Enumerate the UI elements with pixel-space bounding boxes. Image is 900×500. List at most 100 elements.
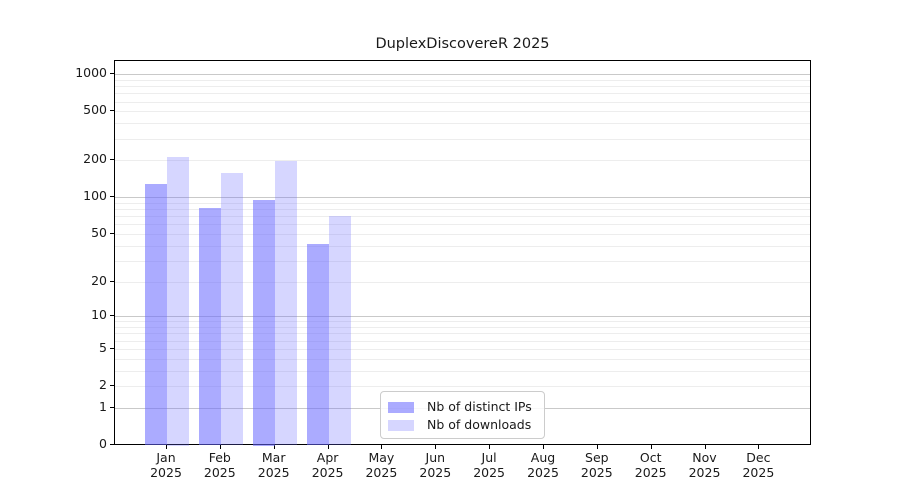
chart-title: DuplexDiscovereR 2025 (375, 36, 550, 52)
x-tick-label-jun: Jun 2025 (419, 450, 451, 480)
gridline-minor (115, 202, 810, 204)
y-tick-mark (110, 196, 114, 198)
gridline-minor (115, 138, 810, 140)
gridline-major (115, 316, 810, 318)
gridline-minor (115, 333, 810, 335)
gridline-major (115, 74, 810, 76)
gridline-minor (115, 260, 810, 262)
year-label: 2025 (150, 465, 182, 480)
y-tick-mark (110, 73, 114, 75)
x-tick-mark (489, 445, 491, 449)
x-tick-mark (596, 445, 598, 449)
year-label: 2025 (473, 465, 505, 480)
bar-feb-downloads (220, 172, 243, 446)
year-label: 2025 (742, 465, 775, 480)
gridline-minor (115, 111, 810, 113)
year-label: 2025 (527, 465, 559, 480)
y-tick-mark (110, 406, 114, 408)
x-tick-label-apr: Apr 2025 (312, 450, 344, 480)
gridline-minor (115, 340, 810, 342)
x-tick-mark (758, 445, 760, 449)
month-label: Feb (208, 450, 231, 465)
y-tick-label: 0 (99, 436, 107, 451)
month-label: Dec (746, 450, 771, 465)
y-tick-mark (110, 280, 114, 282)
legend-item-distinct-ips: Nb of distinct IPs (388, 400, 534, 414)
y-tick-label: 1 (99, 398, 107, 414)
x-tick-mark (704, 445, 706, 449)
year-label: 2025 (203, 465, 236, 480)
x-tick-label-jan: Jan 2025 (150, 450, 182, 480)
gridline-minor (115, 321, 810, 323)
month-label: Jul (481, 450, 497, 465)
legend-label-downloads: Nb of downloads (427, 417, 532, 432)
x-tick-label-dec: Dec 2025 (742, 450, 774, 480)
x-tick-mark (650, 445, 652, 449)
year-label: 2025 (311, 465, 344, 480)
month-label: Jan (156, 450, 176, 465)
y-tick-mark (110, 385, 114, 386)
x-tick-label-nov: Nov 2025 (689, 450, 721, 480)
x-tick-label-sep: Sep 2025 (581, 450, 613, 480)
gridline-minor (115, 209, 810, 211)
x-tick-mark (543, 445, 544, 449)
y-tick-label: 100 (83, 188, 107, 204)
year-label: 2025 (419, 465, 452, 480)
month-label: Apr (316, 450, 339, 465)
x-tick-label-aug: Aug 2025 (527, 450, 559, 480)
gridline-minor (115, 245, 810, 247)
bar-jan-distinct-ips (145, 184, 167, 446)
y-tick-mark (110, 110, 114, 112)
y-tick-mark (110, 159, 114, 161)
y-tick-label: 50 (91, 224, 107, 240)
x-tick-mark (166, 445, 167, 449)
legend: Nb of distinct IPs Nb of downloads (380, 391, 545, 439)
y-tick-mark (110, 347, 114, 349)
bar-feb-distinct-ips (198, 207, 221, 446)
gridline-minor (115, 233, 810, 235)
x-tick-label-feb: Feb 2025 (204, 450, 236, 480)
legend-label-distinct-ips: Nb of distinct IPs (427, 399, 532, 414)
month-label: Aug (530, 450, 556, 465)
y-tick-label: 200 (83, 151, 107, 167)
gridline-minor (115, 101, 810, 103)
month-label: May (368, 450, 395, 465)
gridline-minor (115, 79, 810, 81)
gridline-major (115, 197, 810, 199)
gridline-minor (115, 358, 810, 360)
gridline-minor (115, 216, 810, 218)
gridline-minor (115, 348, 810, 350)
gridline-minor (115, 386, 810, 387)
gridline-minor (115, 93, 810, 95)
x-tick-label-may: May 2025 (365, 450, 397, 480)
y-tick-label: 2 (99, 377, 107, 392)
y-tick-mark (110, 444, 114, 445)
gridline-minor (115, 370, 810, 372)
gridline-minor (115, 281, 810, 283)
x-tick-mark (435, 445, 437, 449)
y-tick-label: 5 (99, 339, 107, 355)
month-label: Sep (585, 450, 609, 465)
bar-mar-downloads (274, 161, 297, 446)
distinct-ips-swatch (388, 401, 414, 413)
bar-mar-distinct-ips (252, 200, 275, 446)
x-tick-label-jul: Jul 2025 (473, 450, 505, 480)
legend-item-downloads: Nb of downloads (388, 418, 534, 432)
x-tick-label-mar: Mar 2025 (258, 450, 290, 480)
y-tick-label: 500 (83, 102, 107, 118)
gridline-minor (115, 160, 810, 162)
x-tick-label-oct: Oct 2025 (635, 450, 667, 480)
year-label: 2025 (365, 465, 398, 480)
year-label: 2025 (580, 465, 613, 480)
bar-apr-distinct-ips (306, 244, 329, 446)
bar-apr-downloads (328, 216, 351, 446)
y-tick-label: 1000 (75, 65, 107, 81)
month-label: Mar (261, 450, 286, 465)
gridline-minor (115, 86, 810, 88)
x-tick-mark (381, 445, 383, 449)
gridline-minor (115, 123, 810, 125)
y-tick-label: 20 (91, 272, 107, 288)
plot-area: Nb of distinct IPs Nb of downloads (114, 60, 811, 446)
y-tick-mark (110, 232, 114, 234)
